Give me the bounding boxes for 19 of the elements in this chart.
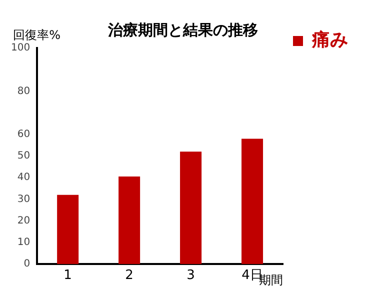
y-tick-label: 60 <box>17 128 30 140</box>
y-tick-label: 10 <box>17 236 30 248</box>
y-tick-label: 80 <box>17 86 30 97</box>
y-axis-title: 回復率% <box>13 28 60 42</box>
x-tick-label: 2 <box>125 268 134 284</box>
bar <box>180 152 202 264</box>
x-tick-label: 3 <box>186 268 195 284</box>
bar <box>242 138 264 264</box>
y-tick-label: 20 <box>17 215 30 226</box>
y-tick-label: 0 <box>24 258 30 270</box>
chart-title: 治療期間と結果の推移 <box>107 20 258 39</box>
y-tick-label: 30 <box>17 194 30 205</box>
y-tick-label: 40 <box>17 172 30 184</box>
legend-label: 痛み <box>311 30 348 51</box>
y-tick-label: 100 <box>10 42 30 54</box>
bar <box>57 194 79 264</box>
bar <box>118 176 140 264</box>
x-tick-label: 1 <box>64 268 72 284</box>
y-tick-label: 50 <box>17 150 30 162</box>
